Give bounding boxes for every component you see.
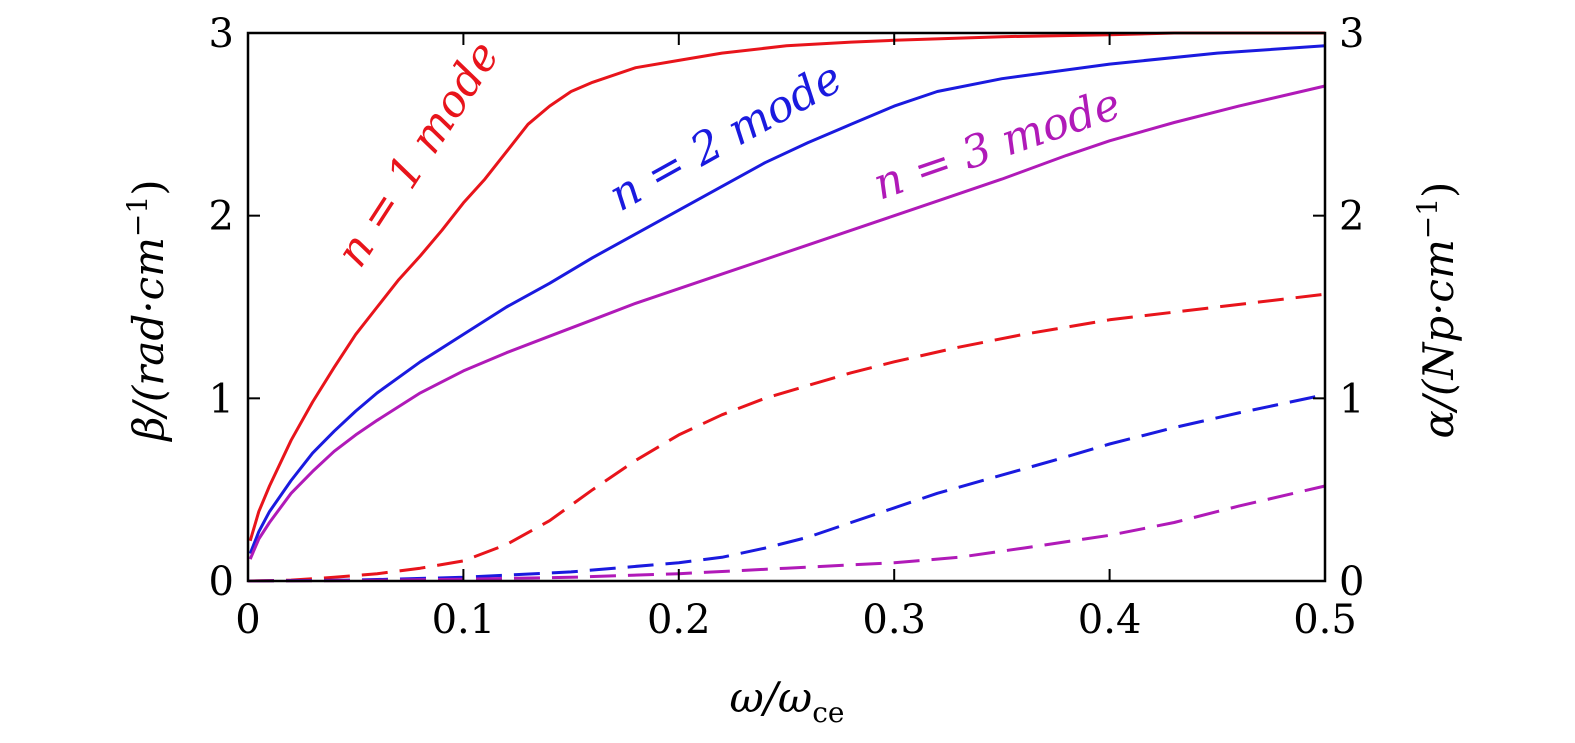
y-axis-label-right-close: ) xyxy=(1414,182,1463,198)
x-tick-label: 0.4 xyxy=(1078,597,1142,643)
plot-frame xyxy=(246,31,1327,583)
x-tick-label: 0.2 xyxy=(647,597,711,643)
x-tick-label: 0.1 xyxy=(432,597,496,643)
mode-label-n3: n = 3 mode xyxy=(867,78,1127,210)
x-axis-label: ω/ωce xyxy=(730,673,845,729)
y-axis-label-left: β/(rad·cm−1) xyxy=(121,179,173,442)
y-tick-label-left: 2 xyxy=(209,194,234,240)
series-line-beta-n3 xyxy=(248,84,1326,560)
series-line-alpha-n2 xyxy=(247,393,1326,583)
y-tick-label-right: 0 xyxy=(1339,559,1364,605)
tick-layer: 0 0.1 0.2 0.3 0.4 0.50 01 12 23 3 xyxy=(209,11,1365,643)
plot-border xyxy=(246,31,1327,583)
y-axis-label-left-superscript: −1 xyxy=(121,196,154,237)
y-tick-label-left: 1 xyxy=(209,376,234,422)
series-line-beta-n1 xyxy=(248,31,1325,542)
x-axis-label-main: ω/ω xyxy=(730,673,813,722)
y-tick-label-right: 3 xyxy=(1339,11,1364,57)
series-line-alpha-n3 xyxy=(247,484,1326,583)
x-tick-label: 0.5 xyxy=(1293,597,1357,643)
mode-label-n2: n = 2 mode xyxy=(601,52,851,221)
x-tick-label: 0 xyxy=(235,597,260,643)
series-line-alpha-n1 xyxy=(247,292,1326,583)
y-axis-label-right-superscript: −1 xyxy=(1411,198,1444,239)
x-tick-label: 0.3 xyxy=(862,597,926,643)
y-tick-label-left: 3 xyxy=(209,11,234,57)
x-axis-label-subscript: ce xyxy=(812,696,844,729)
y-tick-label-right: 1 xyxy=(1339,376,1364,422)
y-tick-label-left: 0 xyxy=(209,559,234,605)
y-axis-label-left-close: ) xyxy=(124,179,173,195)
y-tick-label-right: 2 xyxy=(1339,194,1364,240)
y-axis-label-right-main: α/(Np·cm xyxy=(1414,239,1463,438)
series-line-beta-n2 xyxy=(248,44,1326,555)
y-axis-label-left-main: β/(rad·cm xyxy=(124,237,173,443)
y-axis-label-right: α/(Np·cm−1) xyxy=(1411,182,1463,439)
mode-label-n1: n = 1 mode xyxy=(326,32,509,276)
